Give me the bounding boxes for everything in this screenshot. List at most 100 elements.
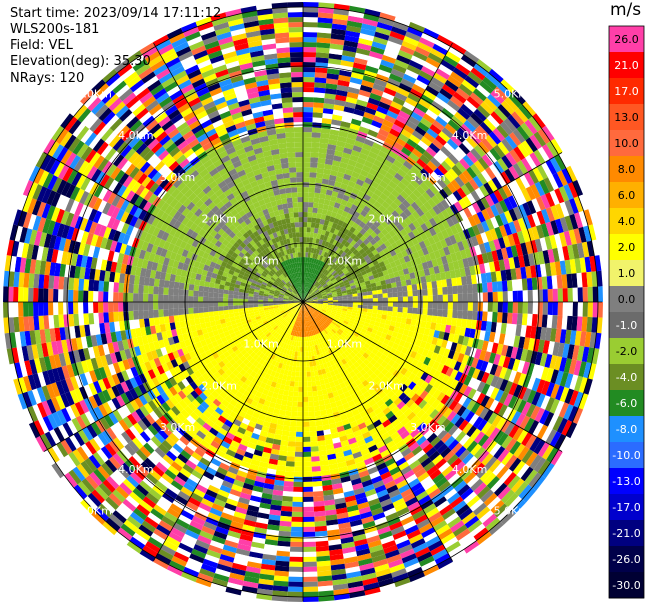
ppi-cell [341, 116, 353, 124]
ppi-cell [415, 102, 429, 114]
ppi-cell [317, 157, 326, 164]
ppi-cell [303, 461, 312, 467]
ppi-cell [523, 254, 531, 267]
ppi-cell [530, 184, 541, 199]
ppi-cell [309, 177, 317, 183]
ppi-cell [543, 411, 555, 427]
ppi-cell [487, 412, 498, 425]
ppi-cell [311, 258, 315, 264]
ppi-cell [316, 308, 322, 312]
ppi-cell [522, 388, 532, 402]
ppi-cell [297, 401, 303, 407]
ppi-cell [310, 446, 319, 452]
ppi-cell [341, 288, 347, 292]
ppi-cell [462, 169, 473, 182]
ppi-cell [282, 394, 289, 401]
ppi-cell [487, 93, 501, 108]
ppi-cell [505, 152, 517, 166]
ppi-cell [438, 63, 453, 76]
ppi-cell [450, 71, 465, 84]
ppi-cell [373, 159, 383, 168]
ppi-cell [460, 123, 473, 136]
ppi-cell [394, 276, 401, 283]
ppi-cell [335, 89, 348, 97]
ppi-cell [313, 97, 325, 104]
ppi-cell [558, 435, 571, 452]
ppi-cell [401, 146, 412, 157]
ppi-cell [303, 42, 317, 48]
ppi-cell [432, 308, 438, 317]
ppi-cell [323, 168, 332, 175]
ppi-cell [419, 181, 430, 192]
ppi-cell [300, 351, 303, 357]
ppi-cell [349, 317, 356, 322]
ppi-cell [405, 97, 418, 108]
ppi-cell [534, 351, 543, 366]
ppi-cell [354, 104, 367, 112]
ppi-cell [490, 204, 500, 217]
ppi-cell [333, 228, 340, 236]
ppi-cell [330, 322, 336, 328]
ppi-cell [422, 113, 436, 124]
ppi-cell [406, 138, 418, 149]
ppi-cell [311, 461, 321, 467]
ppi-cell [453, 131, 466, 143]
ppi-cell [532, 167, 544, 182]
ppi-cell [376, 330, 383, 337]
ppi-cell [294, 451, 303, 457]
ppi-cell [312, 279, 316, 285]
ppi-cell [326, 148, 336, 156]
ppi-cell [554, 433, 566, 450]
ppi-cell [327, 242, 333, 249]
ppi-cell [404, 225, 412, 234]
ppi-cell [289, 551, 303, 557]
ppi-cell [569, 198, 579, 214]
ppi-cell [342, 277, 348, 282]
ppi-cell [433, 250, 441, 259]
ppi-cell [452, 285, 458, 295]
ppi-cell [305, 252, 309, 258]
ppi-cell [371, 88, 384, 97]
ppi-cell [498, 237, 506, 249]
ppi-cell [512, 427, 524, 441]
ppi-cell [531, 277, 538, 290]
ppi-cell [401, 334, 408, 342]
ppi-cell [372, 298, 378, 302]
ppi-cell [430, 273, 437, 282]
ppi-cell [296, 426, 303, 432]
ppi-cell [436, 280, 443, 288]
ppi-cell [307, 303, 313, 306]
ppi-cell [316, 307, 322, 311]
ppi-cell [332, 292, 338, 296]
ppi-cell [430, 243, 439, 252]
ppi-cell [406, 313, 413, 320]
ppi-cell [359, 84, 373, 93]
ppi-cell [460, 103, 474, 117]
ppi-cell [404, 370, 412, 379]
ppi-cell [401, 346, 409, 355]
ppi-cell [307, 304, 312, 308]
ppi-cell [332, 109, 344, 117]
ppi-cell [334, 99, 346, 107]
ppi-cell [320, 128, 331, 135]
ppi-cell [317, 394, 324, 401]
ppi-cell [333, 251, 339, 258]
ppi-cell [443, 246, 451, 256]
ppi-cell [311, 285, 315, 290]
ppi-cell [546, 314, 553, 329]
ppi-cell [331, 321, 337, 326]
ppi-cell [353, 266, 360, 272]
ppi-cell [551, 315, 558, 329]
ppi-cell [303, 22, 318, 28]
ppi-cell [430, 48, 446, 60]
ppi-cell [479, 407, 490, 420]
ppi-cell [317, 305, 323, 308]
ppi-cell [356, 232, 364, 239]
ppi-cell [407, 213, 417, 223]
ppi-cell [394, 321, 401, 328]
ppi-cell [517, 360, 526, 374]
ppi-cell [376, 216, 385, 225]
ppi-cell [507, 291, 513, 302]
ppi-cell [476, 392, 486, 405]
ppi-cell [586, 271, 593, 288]
